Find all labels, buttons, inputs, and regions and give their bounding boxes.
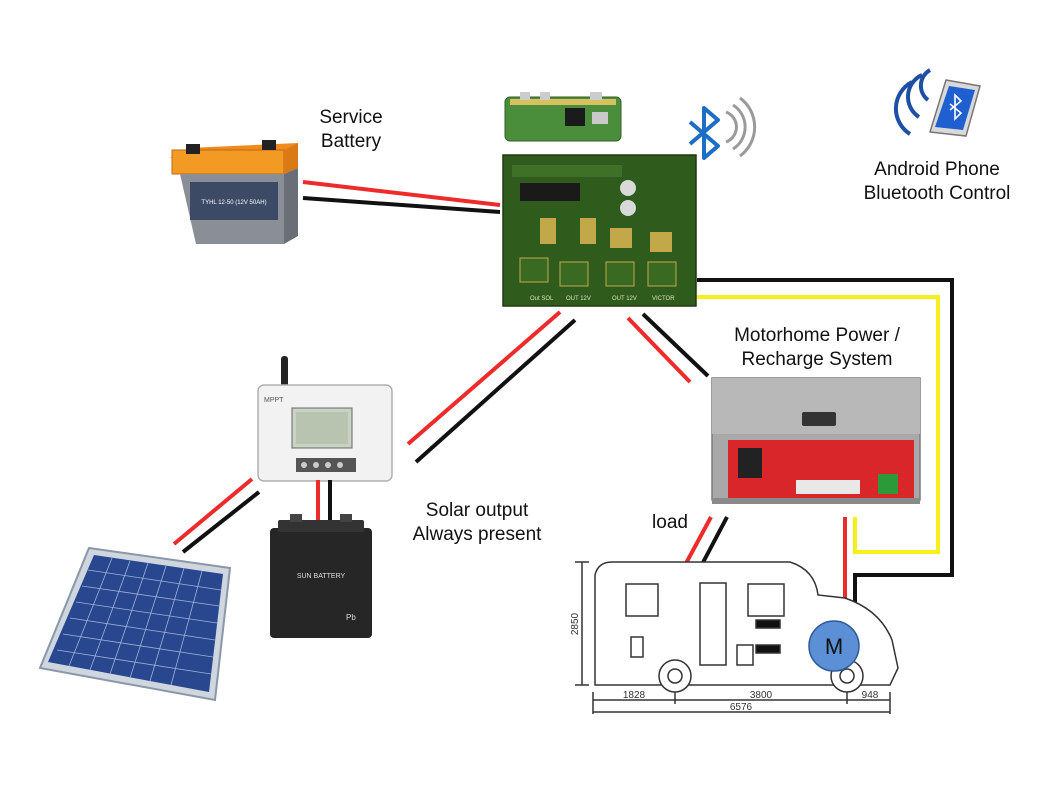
board-terminal-label: VICTOR (652, 296, 675, 302)
service-battery-model: TYHL 12-50 (12V 50AH) (201, 200, 266, 206)
android-phone-label: Android Phone Bluetooth Control (848, 158, 1026, 206)
board-power-black-wire (641, 312, 710, 378)
power-unit-icon (711, 377, 921, 504)
panel-controller-black-wire (181, 490, 261, 554)
control-board-icon: Out SOL OUT 12V OUT 12V VICTOR (502, 154, 697, 307)
motor-icon: M (808, 620, 860, 672)
solar-output-label-line: Always present (412, 524, 542, 545)
aux-battery-icon: SUN BATTERY Pb (270, 514, 372, 638)
solar-panel-icon (38, 546, 232, 702)
service-battery-icon: TYHL 12-50 (12V 50AH) (170, 140, 298, 244)
service-battery-label-line: Battery (320, 131, 382, 152)
board-terminal-label: Out SOL (530, 296, 554, 302)
board-power-red-wire (626, 316, 692, 384)
solar-output-label: Solar output Always present (398, 499, 556, 547)
solar-output-label-line: Solar output (425, 500, 529, 521)
motorhome-power-label-line: Recharge System (741, 349, 893, 370)
aux-battery-brand: SUN BATTERY (297, 573, 346, 580)
bluetooth-icon (688, 96, 757, 160)
android-phone-label-line: Android Phone (874, 159, 1000, 180)
board-power-yellow-wire (697, 295, 940, 554)
board-terminal-label: OUT 12V (612, 296, 637, 302)
aux-battery-chem: Pb (346, 613, 356, 622)
controller-brand: MPPT (264, 397, 284, 404)
battery-board-black-wire (302, 196, 501, 214)
dim-front: 948 (862, 690, 879, 701)
dim-total: 6576 (730, 702, 753, 713)
board-solar-red-wire (406, 310, 562, 446)
dim-wheelbase: 3800 (750, 690, 773, 701)
board-motor-black-wire (697, 278, 954, 610)
motorhome-power-label-line: Motorhome Power / (734, 325, 900, 346)
battery-board-red-wire (302, 180, 501, 207)
charge-controller-icon: MPPT (257, 356, 393, 522)
android-phone-label-line: Bluetooth Control (863, 183, 1011, 204)
board-solar-black-wire (414, 318, 577, 464)
panel-controller-red-wire (172, 477, 254, 546)
motor-label: M (825, 634, 843, 659)
dimension-labels: 2850 1828 3800 948 6576 (570, 612, 879, 713)
board-terminal-label: OUT 12V (566, 296, 591, 302)
dim-rear: 1828 (623, 690, 646, 701)
raspberry-pi-icon (504, 92, 622, 142)
motorhome-power-label: Motorhome Power / Recharge System (712, 324, 922, 372)
load-label: load (652, 512, 688, 533)
service-battery-label: Service Battery (299, 106, 403, 154)
service-battery-label-line: Service (319, 107, 383, 128)
phone-icon (893, 68, 981, 137)
dim-height: 2850 (570, 612, 581, 635)
